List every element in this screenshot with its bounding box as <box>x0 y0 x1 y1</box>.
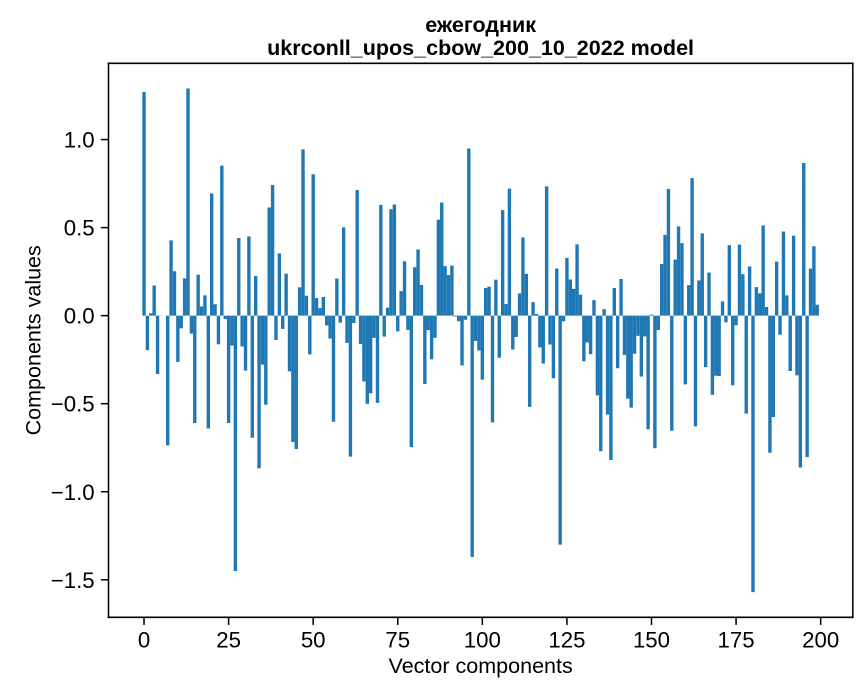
svg-text:−1.5: −1.5 <box>51 568 95 593</box>
svg-text:25: 25 <box>216 627 241 652</box>
svg-text:150: 150 <box>633 627 670 652</box>
svg-text:ukrconll_upos_cbow_200_10_2022: ukrconll_upos_cbow_200_10_2022 model <box>267 36 694 60</box>
svg-text:100: 100 <box>464 627 501 652</box>
svg-text:Vector components: Vector components <box>389 654 573 678</box>
svg-text:1.0: 1.0 <box>64 128 95 153</box>
svg-text:50: 50 <box>301 627 326 652</box>
svg-text:Components values: Components values <box>22 245 46 435</box>
svg-text:0.0: 0.0 <box>64 304 95 329</box>
svg-text:75: 75 <box>385 627 410 652</box>
svg-text:0.5: 0.5 <box>64 216 95 241</box>
svg-text:175: 175 <box>718 627 755 652</box>
svg-text:ежегодник: ежегодник <box>425 13 536 37</box>
svg-text:0: 0 <box>138 627 150 652</box>
svg-text:200: 200 <box>802 627 839 652</box>
svg-text:−1.0: −1.0 <box>51 480 95 505</box>
svg-text:125: 125 <box>548 627 585 652</box>
svg-text:−0.5: −0.5 <box>51 392 95 417</box>
